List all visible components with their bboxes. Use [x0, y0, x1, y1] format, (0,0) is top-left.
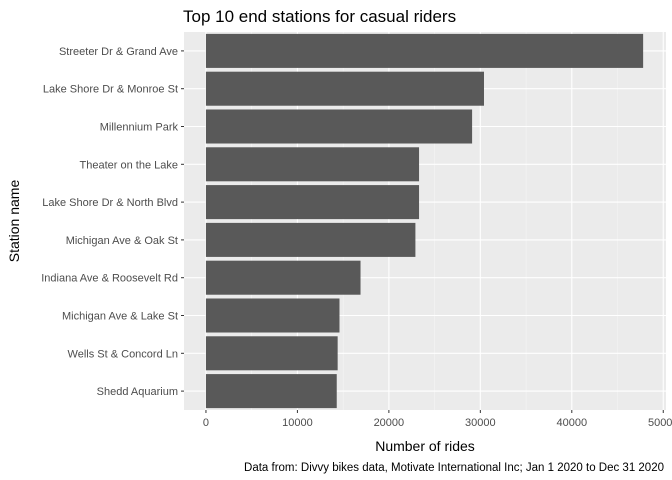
x-tick-label: 0: [203, 417, 209, 429]
x-axis-ticks: 0 10000 20000 30000 40000 50000: [203, 410, 672, 429]
bar: [205, 222, 416, 257]
x-tick-label: 10000: [282, 417, 313, 429]
bars: [205, 33, 644, 409]
bar: [205, 185, 420, 220]
chart-caption: Data from: Divvy bikes data, Motivate In…: [244, 462, 664, 474]
y-tick-label: Michigan Ave & Lake St: [62, 311, 178, 323]
x-tick-label: 40000: [556, 417, 587, 429]
y-tick-label: Lake Shore Dr & North Blvd: [42, 197, 178, 209]
y-tick-label: Theater on the Lake: [80, 159, 178, 171]
bar: [205, 71, 484, 106]
y-tick-label: Streeter Dr & Grand Ave: [59, 46, 178, 58]
y-tick-label: Shedd Aquarium: [97, 386, 178, 398]
y-tick-label: Michigan Ave & Oak St: [66, 235, 178, 247]
y-tick-label: Lake Shore Dr & Monroe St: [43, 84, 178, 96]
x-tick-label: 50000: [648, 417, 672, 429]
bar: [205, 33, 644, 68]
y-tick-label: Indiana Ave & Roosevelt Rd: [41, 273, 178, 285]
chart-title: Top 10 end stations for casual riders: [183, 7, 456, 26]
x-axis-title: Number of rides: [375, 438, 475, 454]
y-tick-label: Wells St & Concord Ln: [68, 348, 178, 360]
bar: [205, 298, 340, 333]
bar: [205, 109, 473, 144]
y-axis-title: Station name: [6, 180, 22, 263]
y-axis-ticks: Streeter Dr & Grand Ave Lake Shore Dr & M…: [41, 46, 184, 398]
y-tick-label: Millennium Park: [100, 122, 179, 134]
bar: [205, 260, 361, 295]
bar: [205, 147, 420, 182]
x-tick-label: 30000: [465, 417, 496, 429]
bar: [205, 374, 337, 409]
bar: [205, 336, 338, 371]
x-tick-label: 20000: [374, 417, 405, 429]
